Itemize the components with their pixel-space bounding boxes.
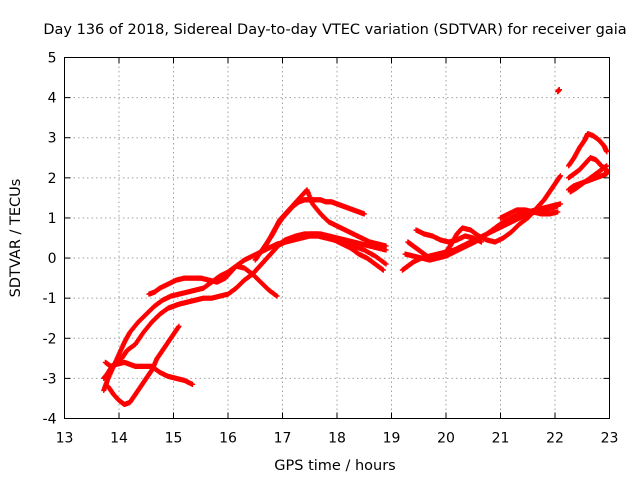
data-point xyxy=(380,267,386,273)
series-isolated-point xyxy=(555,86,562,95)
data-points xyxy=(101,86,610,408)
data-point xyxy=(361,211,367,217)
series-satellite-track-5 xyxy=(105,323,182,408)
axis-ticks xyxy=(64,57,610,419)
data-point xyxy=(383,243,389,249)
series-satellite-track-12 xyxy=(413,227,485,245)
y-tick-label: 4 xyxy=(48,91,57,107)
y-tick-label: 2 xyxy=(48,171,57,187)
y-tick-labels: -4 -3 -2 -1 0 1 2 3 4 5 xyxy=(43,51,57,428)
y-tick-label: -3 xyxy=(43,371,57,387)
series-satellite-track-3 xyxy=(146,263,280,299)
y-axis-label: SDTVAR / TECUs xyxy=(8,179,24,298)
data-point xyxy=(555,209,561,215)
x-tick-label: 13 xyxy=(56,431,74,447)
x-tick-label: 18 xyxy=(328,431,346,447)
y-tick-label: -4 xyxy=(43,412,57,428)
x-tick-label: 20 xyxy=(437,431,455,447)
x-tick-label: 15 xyxy=(165,431,183,447)
series-satellite-track-7 xyxy=(260,187,389,253)
y-tick-label: 3 xyxy=(48,131,57,147)
series-satellite-track-11 xyxy=(405,173,564,261)
data-point xyxy=(383,261,389,267)
x-tick-label: 16 xyxy=(219,431,237,447)
series-satellite-track-15 xyxy=(566,131,610,169)
data-point xyxy=(189,381,196,388)
series-satellite-track-16 xyxy=(567,163,610,195)
data-point xyxy=(557,173,564,179)
y-tick-label: 1 xyxy=(48,211,57,227)
data-point xyxy=(604,149,610,155)
y-tick-label: 5 xyxy=(48,51,57,67)
x-tick-label: 17 xyxy=(274,431,292,447)
x-axis-label: GPS time / hours xyxy=(274,458,395,474)
x-tick-label: 23 xyxy=(601,431,619,447)
series-satellite-track-8 xyxy=(274,231,386,273)
x-tick-label: 14 xyxy=(110,431,128,447)
x-tick-label: 22 xyxy=(546,431,564,447)
x-tick-labels: 13 14 15 16 17 18 19 20 21 22 23 xyxy=(56,431,619,447)
data-point xyxy=(274,293,280,299)
series-satellite-track-13 xyxy=(497,207,561,221)
data-point xyxy=(557,201,564,207)
x-tick-label: 21 xyxy=(492,431,510,447)
chart-title: Day 136 of 2018, Sidereal Day-to-day VTE… xyxy=(43,22,626,38)
y-tick-label: -1 xyxy=(43,291,57,307)
y-tick-label: -2 xyxy=(43,331,57,347)
data-point xyxy=(604,163,610,169)
series-satellite-track-4 xyxy=(102,359,196,388)
x-tick-label: 19 xyxy=(383,431,401,447)
y-tick-label: 0 xyxy=(48,251,57,267)
data-point xyxy=(556,86,562,93)
data-point xyxy=(176,323,182,329)
series-satellite-track-1 xyxy=(101,231,389,381)
data-point xyxy=(478,239,485,245)
series-satellite-track-2 xyxy=(101,233,389,394)
